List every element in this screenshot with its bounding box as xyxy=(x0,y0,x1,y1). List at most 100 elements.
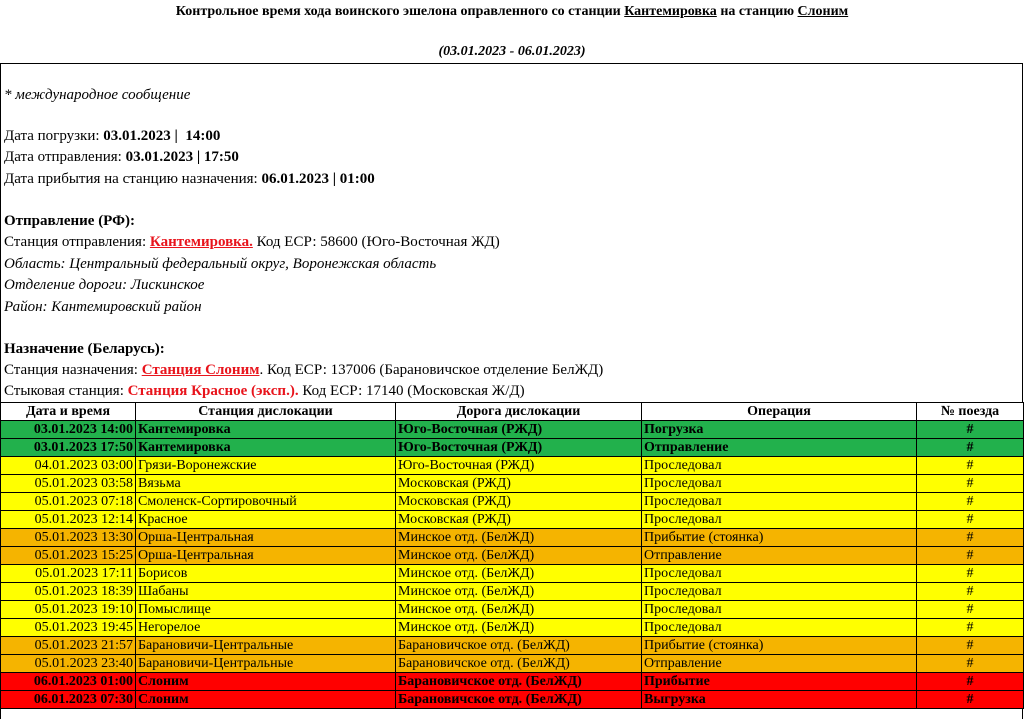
table-cell: Московская (РЖД) xyxy=(395,510,642,529)
table-row: 06.01.2023 07:30 Слоним Барановичское отд.… xyxy=(0,690,1024,709)
table-cell: Барановичское отд. (БелЖД) xyxy=(395,672,642,691)
table-row: 05.01.2023 03:58 Вязьма Московская (РЖД) Пр… xyxy=(0,474,1024,493)
table-row: 03.01.2023 14:00 Кантемировка Юго-Восточна… xyxy=(0,420,1024,439)
district: Район: Кантемировский район xyxy=(4,299,202,315)
table-cell: # xyxy=(916,420,1024,439)
table-row: 04.01.2023 03:00 Грязи-Воронежские Юго-Вос… xyxy=(0,456,1024,475)
table-cell: Орша-Центральная xyxy=(135,528,396,547)
table-cell: Прибытие (стоянка) xyxy=(641,636,917,655)
table-cell: 03.01.2023 14:00 xyxy=(0,420,136,439)
table-cell: Проследовал xyxy=(641,582,917,601)
table-row: 05.01.2023 19:45 Негорелое Минское отд. (Б… xyxy=(0,618,1024,637)
table-cell: Кантемировка xyxy=(135,438,396,457)
table-cell: # xyxy=(916,600,1024,619)
table-cell: # xyxy=(916,546,1024,565)
title-text: Контрольное время хода воинского эшелона… xyxy=(175,4,621,19)
table-cell: Минское отд. (БелЖД) xyxy=(395,600,642,619)
table-cell: 05.01.2023 07:18 xyxy=(0,492,136,511)
table-cell: # xyxy=(916,618,1024,637)
table-cell: 05.01.2023 13:30 xyxy=(0,528,136,547)
code: . Код ЕСР: 137006 (Барановичское отделен… xyxy=(259,362,604,378)
table-cell: Слоним xyxy=(135,690,396,709)
value: 03.01.2023 | 14:00 xyxy=(103,128,221,144)
station: Станция Слоним xyxy=(141,362,260,378)
table-cell: Барановичское отд. (БелЖД) xyxy=(395,690,642,709)
table-row: 05.01.2023 17:11 Борисов Минское отд. (Бел… xyxy=(0,564,1024,583)
table-cell: Барановичи-Центральные xyxy=(135,654,396,673)
table-cell: Погрузка xyxy=(641,420,917,439)
table-row: 06.01.2023 01:00 Слоним Барановичское отд.… xyxy=(0,672,1024,691)
table-cell: Проследовал xyxy=(641,618,917,637)
station-line: Стыковая станция: Станция Красное (эксп.… xyxy=(4,382,525,400)
column-header: Дата и время xyxy=(0,402,136,421)
table-cell: 05.01.2023 19:45 xyxy=(0,618,136,637)
schedule-table: Дата и время Станция дислокации Дорога дис… xyxy=(0,402,1024,709)
table-cell: Проследовал xyxy=(641,564,917,583)
table-cell: 05.01.2023 18:39 xyxy=(0,582,136,601)
table-cell: # xyxy=(916,582,1024,601)
date-line: Дата погрузки: 03.01.2023 | 14:00 xyxy=(4,127,220,145)
value: 03.01.2023 | 17:50 xyxy=(125,149,239,165)
table-cell: Московская (РЖД) xyxy=(395,492,642,511)
table-cell: Борисов xyxy=(135,564,396,583)
table-cell: Грязи-Воронежские xyxy=(135,456,396,475)
table-cell: # xyxy=(916,474,1024,493)
period: (03.01.2023 - 06.01.2023) xyxy=(438,44,586,59)
title-text: на станцию xyxy=(720,4,795,19)
value: 06.01.2023 | 01:00 xyxy=(261,171,375,187)
table-cell: Орша-Центральная xyxy=(135,546,396,565)
column-header: Дорога дислокации xyxy=(395,402,642,421)
table-cell: # xyxy=(916,492,1024,511)
note: * международное сообщение xyxy=(4,87,191,103)
table-row: 05.01.2023 13:30 Орша-Центральная Минское … xyxy=(0,528,1024,547)
column-header: Станция дислокации xyxy=(135,402,396,421)
table-row: 05.01.2023 21:57 Барановичи-Центральные Ба… xyxy=(0,636,1024,655)
table-row: 05.01.2023 18:39 Шабаны Минское отд. (БелЖ… xyxy=(0,582,1024,601)
station-line: Станция назначения: Станция Слоним. Код … xyxy=(4,361,603,379)
table-cell: Проследовал xyxy=(641,474,917,493)
table-cell: 05.01.2023 19:10 xyxy=(0,600,136,619)
table-cell: Прибытие xyxy=(641,672,917,691)
code: Код ЕСР: 17140 (Московская Ж/Д) xyxy=(302,383,525,399)
table-cell: Шабаны xyxy=(135,582,396,601)
code: Код ЕСР: 58600 (Юго-Восточная ЖД) xyxy=(256,234,500,250)
table-cell: Барановичское отд. (БелЖД) xyxy=(395,654,642,673)
table-cell: Отправление xyxy=(641,546,917,565)
table-cell: Проследовал xyxy=(641,600,917,619)
station-line: Станция отправления: Кантемировка. Код Е… xyxy=(4,233,500,251)
table-cell: Вязьма xyxy=(135,474,396,493)
table-cell: 04.01.2023 03:00 xyxy=(0,456,136,475)
label: Станция назначения: xyxy=(4,362,138,378)
label: Станция отправления: xyxy=(4,234,147,250)
table-cell: # xyxy=(916,690,1024,709)
table-cell: # xyxy=(916,456,1024,475)
table-cell: Кантемировка xyxy=(135,420,396,439)
title-station: Слоним xyxy=(797,4,849,19)
table-cell: Минское отд. (БелЖД) xyxy=(395,546,642,565)
heading: Отправление (РФ): xyxy=(4,213,135,229)
label: Дата погрузки: xyxy=(4,128,100,144)
date-line: Дата отправления: 03.01.2023 | 17:50 xyxy=(4,148,239,166)
table-cell: Юго-Восточная (РЖД) xyxy=(395,420,642,439)
table-cell: Минское отд. (БелЖД) xyxy=(395,564,642,583)
table-cell: Минское отд. (БелЖД) xyxy=(395,528,642,547)
table-cell: # xyxy=(916,564,1024,583)
table-cell: 05.01.2023 23:40 xyxy=(0,654,136,673)
table-cell: Красное xyxy=(135,510,396,529)
table-cell: Барановичское отд. (БелЖД) xyxy=(395,636,642,655)
table-cell: 05.01.2023 12:14 xyxy=(0,510,136,529)
table-cell: Юго-Восточная (РЖД) xyxy=(395,438,642,457)
table-cell: Минское отд. (БелЖД) xyxy=(395,582,642,601)
title-station: Кантемировка xyxy=(624,4,717,19)
table-row: 05.01.2023 07:18 Смоленск-Сортировочный Мо… xyxy=(0,492,1024,511)
title: Контрольное время хода воинского эшелона… xyxy=(0,3,1024,21)
table-cell: # xyxy=(916,438,1024,457)
table-cell: # xyxy=(916,636,1024,655)
table-cell: Выгрузка xyxy=(641,690,917,709)
table-row: 05.01.2023 12:14 Красное Московская (РЖД) П… xyxy=(0,510,1024,529)
column-header: Операция xyxy=(641,402,917,421)
table-row: 03.01.2023 17:50 Кантемировка Юго-Восточна… xyxy=(0,438,1024,457)
table-cell: Негорелое xyxy=(135,618,396,637)
label: Стыковая станция: xyxy=(4,383,124,399)
